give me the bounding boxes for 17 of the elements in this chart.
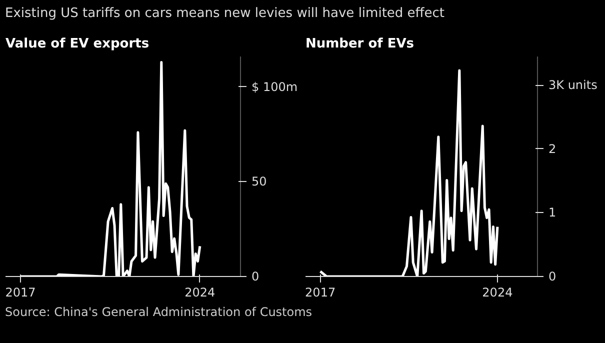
line-series (319, 68, 499, 276)
y-tick-label: 0 (548, 269, 556, 284)
x-tick-label: 2017 (5, 285, 36, 300)
line-series (19, 60, 202, 276)
x-tick-label: 2024 (184, 285, 216, 300)
y-tick-label: 0 (252, 269, 260, 284)
y-tick-label: $ 100m (252, 79, 298, 94)
chart-title: Number of EVs (306, 36, 414, 52)
chart-subtitle: Existing US tariffs on cars means new levies will have limited effect (5, 5, 444, 23)
source-note: Source: China's General Administration of Customs (5, 304, 312, 321)
x-tick-label: 2017 (305, 285, 336, 300)
y-tick-label: 1 (548, 205, 556, 220)
chart-title: Value of EV exports (6, 36, 150, 52)
y-tick-label: 50 (252, 174, 267, 188)
y-tick-label: 2 (548, 142, 556, 156)
y-tick-label: 3K units (548, 78, 598, 92)
x-tick-label: 2024 (482, 285, 513, 300)
